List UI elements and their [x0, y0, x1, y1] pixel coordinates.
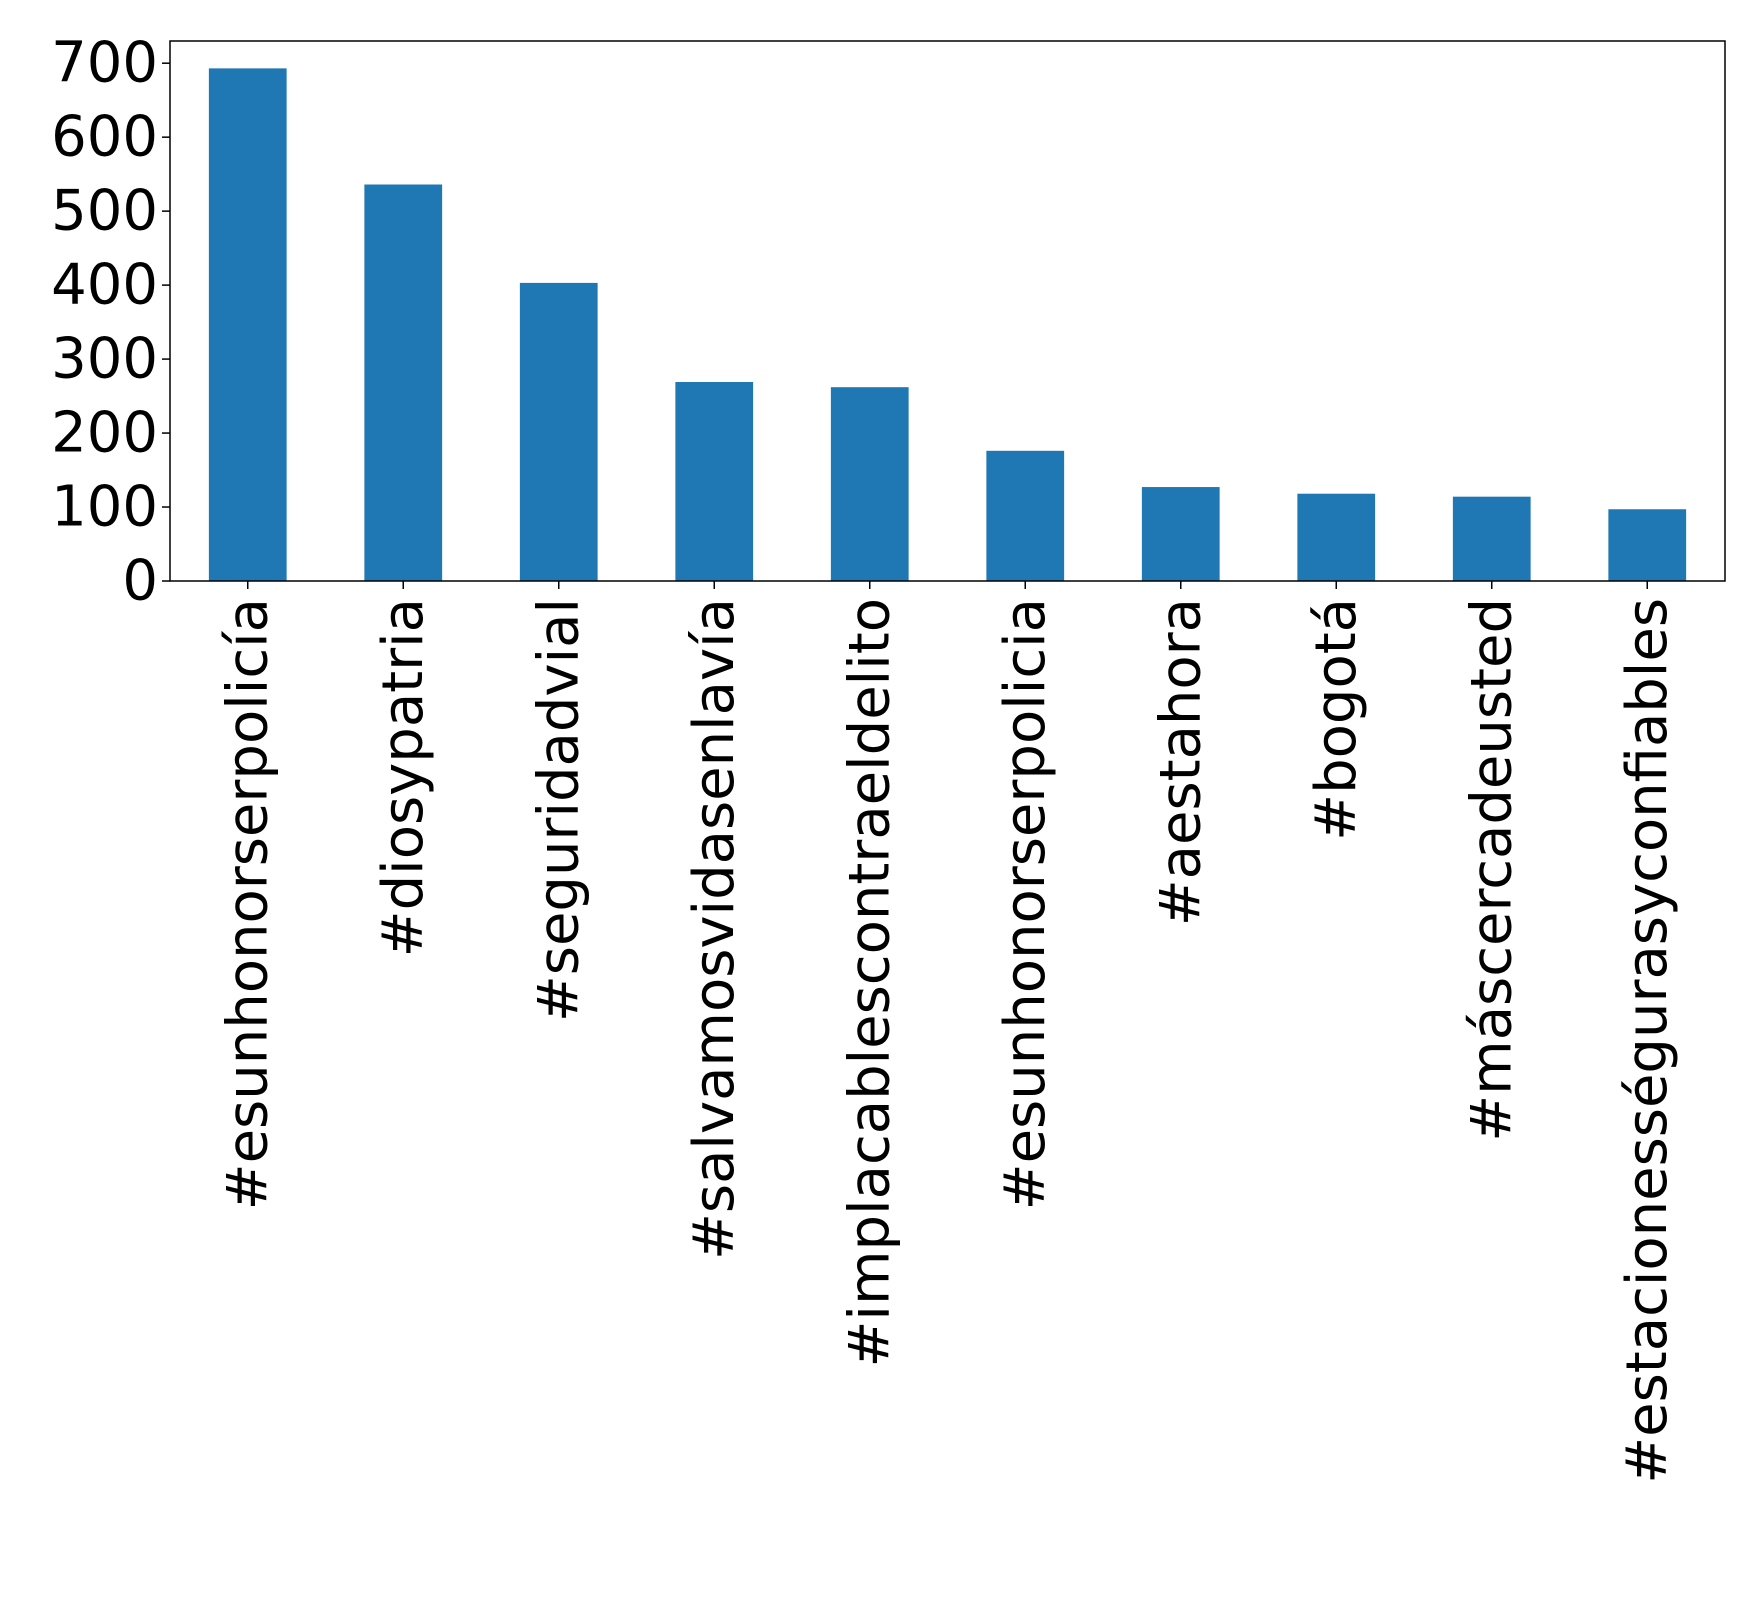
x-tick-label: #implacablescontraeldelito	[837, 598, 902, 1367]
bars-group	[208, 68, 1687, 582]
y-tick-label: 300	[51, 327, 158, 392]
bar	[519, 282, 598, 581]
bar	[986, 450, 1065, 581]
y-tick-label: 500	[51, 179, 158, 244]
x-tick-label: #esunhonorserpolicia	[993, 598, 1058, 1210]
x-tick-label: #esunhonorserpolicía	[215, 598, 280, 1210]
plot-frame	[169, 40, 1726, 582]
x-tick-label: #aestahora	[1148, 598, 1213, 926]
y-tick-label: 600	[51, 105, 158, 170]
y-tick-label: 400	[51, 253, 158, 318]
x-tick-label: #seguridadvial	[526, 598, 591, 1022]
y-axis: 0 100 200 300 400 500 600 700	[51, 31, 170, 614]
y-tick-label: 100	[51, 475, 158, 540]
x-tick-label: #bogotá	[1304, 598, 1369, 841]
x-tick-label: #máscercadeusted	[1459, 598, 1524, 1142]
bar	[1608, 509, 1687, 581]
x-tick-label: #estacionességurasyconfiables	[1615, 598, 1680, 1484]
bar	[830, 387, 909, 581]
bar	[675, 382, 754, 581]
bar	[1141, 487, 1220, 581]
y-tick-label: 0	[122, 549, 158, 614]
x-tick-label: #salvamosvidasenlavía	[682, 598, 747, 1260]
y-tick-label: 200	[51, 401, 158, 466]
x-tick-label: #diosypatria	[371, 598, 436, 957]
x-axis: #esunhonorserpolicía #diosypatria #segurid…	[215, 581, 1680, 1484]
bar	[1297, 493, 1376, 581]
y-tick-label: 700	[51, 31, 158, 96]
bar	[364, 184, 443, 582]
bar	[1452, 496, 1531, 581]
bar	[208, 68, 287, 581]
